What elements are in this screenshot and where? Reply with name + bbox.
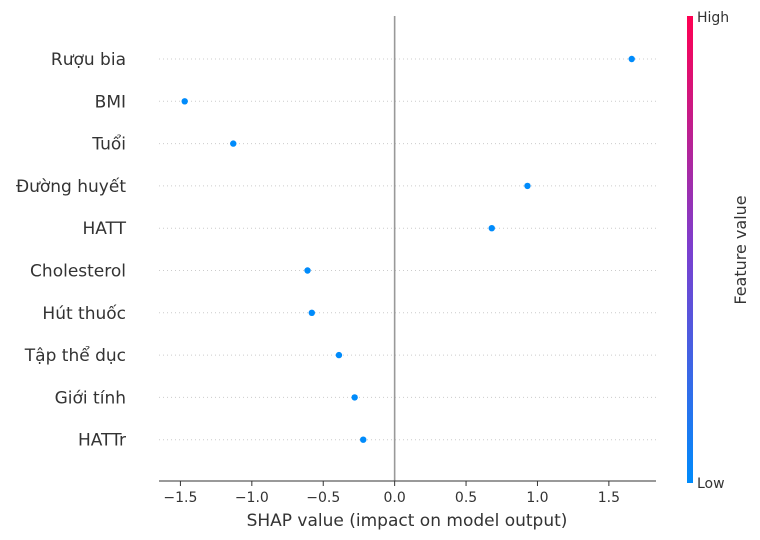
data-point [230,140,237,147]
x-tick-label: −0.5 [306,490,340,506]
data-point [181,98,188,105]
feature-label: HATTr [78,431,126,451]
colorbar-title: Feature value [731,195,750,304]
data-points [181,55,635,443]
feature-label: Đường huyết [16,176,126,197]
x-tick-label: 1.0 [526,490,548,506]
data-point [360,436,367,443]
feature-label: Tập thể dục [24,345,126,366]
data-point [628,55,635,63]
feature-label: Giới tính [55,388,126,408]
colorbar-low-label: Low [697,476,725,492]
colorbar-high-label: High [697,10,729,26]
data-point [335,351,343,359]
data-point [351,394,358,401]
row-guides [159,58,656,441]
x-axis-label: SHAP value (impact on model output) [247,511,568,531]
x-axis-ticks: −1.5 −1.0 −0.5 0.0 0.5 1.0 1.5 [163,481,620,506]
x-tick-label: 0.0 [384,490,406,506]
feature-label: Cholesterol [30,262,126,282]
x-tick-label: 1.5 [598,490,620,506]
feature-label: HATT [82,219,126,239]
x-tick-label: −1.0 [235,490,269,506]
x-tick-label: −1.5 [163,490,197,506]
feature-labels: Rượu bia BMI Tuổi Đường huyết HATT Cholestero… [16,50,127,451]
data-point [304,267,311,274]
feature-label: Hút thuốc [42,303,126,324]
feature-label: Tuổi [91,134,126,155]
feature-label: BMI [95,92,126,112]
feature-label: Rượu bia [51,50,126,70]
data-point [308,309,316,316]
colorbar [687,16,693,483]
x-tick-label: 0.5 [455,490,477,506]
data-point [488,225,495,232]
data-point [524,182,531,190]
